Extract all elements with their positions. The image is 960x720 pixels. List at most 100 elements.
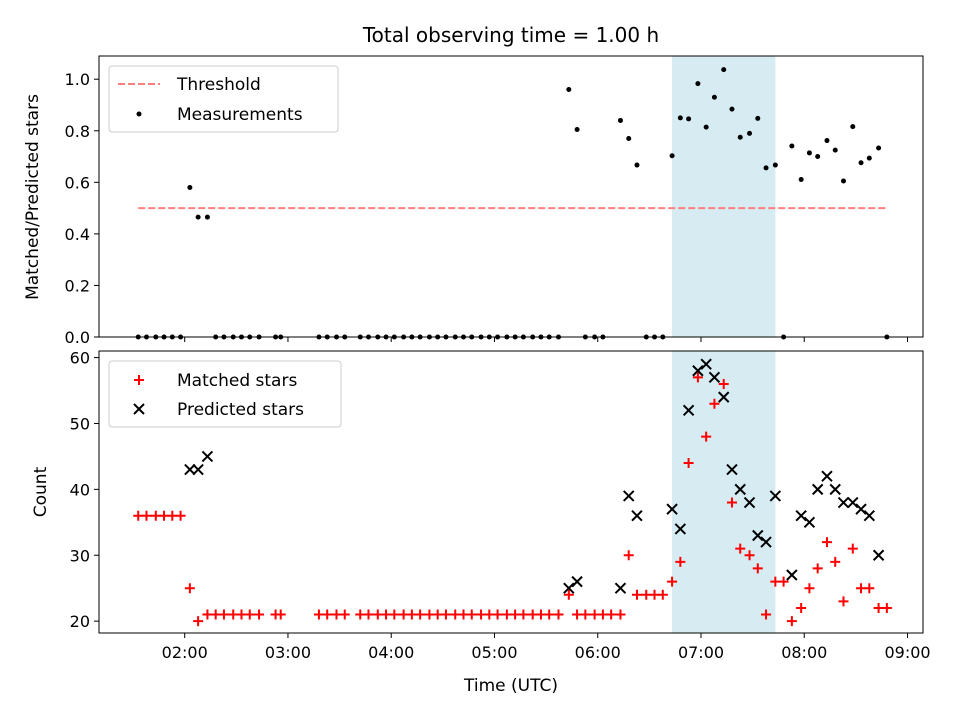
measurement-point <box>858 160 864 166</box>
measurement-point <box>695 81 701 87</box>
predicted-star-point <box>184 463 196 476</box>
measurement-point <box>204 214 210 220</box>
predicted-star-point <box>847 496 859 509</box>
bottom-x-axis: 02:00 03:00 04:00 05:00 06:00 07:00 08:00 09:00 <box>162 633 931 662</box>
measurement-point <box>729 106 735 112</box>
top-y-tick-label: 0.0 <box>65 328 90 347</box>
x-axis-label: Time (UTC) <box>463 676 558 696</box>
matched-star-point <box>675 556 686 567</box>
observing-window-band <box>672 56 776 337</box>
measurement-point <box>617 117 623 123</box>
matched-star-point <box>796 602 807 613</box>
matched-star-point <box>812 563 823 574</box>
predicted-star-point <box>786 569 798 581</box>
matched-star-point <box>141 510 152 521</box>
matched-stars-legend-marker <box>134 375 144 385</box>
matched-star-point <box>322 609 333 620</box>
predicted-star-point <box>666 503 678 515</box>
predicted-star-point <box>803 516 816 529</box>
top-y-axis-label: Matched/Predicted stars <box>23 94 43 300</box>
predicted-star-point <box>700 358 712 370</box>
predicted-star-point <box>726 463 738 476</box>
predicted-star-point <box>769 490 782 502</box>
predicted-star-point <box>743 496 756 509</box>
matched-star-point <box>838 596 849 607</box>
measurement-point <box>721 67 727 73</box>
bottom-y-tick-label: 20 <box>70 612 90 631</box>
measurement-point <box>840 178 846 184</box>
matched-star-point <box>518 609 529 620</box>
predicted-star-point <box>821 470 833 482</box>
measurement-point <box>866 155 872 161</box>
observing-window-band <box>672 351 776 633</box>
bottom-y-tick-label: 30 <box>70 546 90 565</box>
predicted-star-point <box>692 365 704 377</box>
predicted-star-point <box>829 483 841 496</box>
measurements-legend-label: Measurements <box>177 105 303 125</box>
top-y-tick-label: 0.2 <box>65 276 90 295</box>
measurement-point <box>755 115 761 121</box>
top-panel: 0.0 0.2 0.4 0.6 0.8 1.0 Matched/Predicted sta… <box>23 55 924 347</box>
measurement-point <box>195 214 201 220</box>
matched-star-point <box>615 609 626 620</box>
top-y-tick-label: 0.8 <box>65 122 90 141</box>
top-plot-frame <box>98 55 924 338</box>
top-legend-box <box>108 65 339 133</box>
measurement-point <box>806 150 812 156</box>
matched-stars-points <box>133 372 892 627</box>
predicted-star-point <box>192 463 204 476</box>
predicted-star-point <box>614 582 627 594</box>
predicted-star-point <box>718 391 730 403</box>
matched-star-point <box>606 609 617 620</box>
threshold-legend-label: Threshold <box>176 75 261 95</box>
matched-star-point <box>786 616 797 627</box>
measurement-point <box>815 154 821 160</box>
matched-star-point <box>389 609 400 620</box>
predicted-star-point <box>795 510 807 522</box>
matched-star-point <box>752 563 763 574</box>
predicted-star-point <box>563 582 575 594</box>
measurement-point <box>747 130 753 136</box>
matched-star-point <box>544 609 555 620</box>
predicted-stars-legend-marker <box>133 403 145 415</box>
matched-star-point <box>623 550 634 561</box>
bottom-plot-frame <box>98 350 924 634</box>
matched-star-point <box>218 609 229 620</box>
matched-star-point <box>553 609 564 620</box>
matched-star-point <box>709 398 720 409</box>
measurement-point <box>677 115 683 121</box>
measurement-point <box>824 138 830 144</box>
predicted-stars-points <box>184 358 885 594</box>
predicted-star-point <box>760 536 772 548</box>
matched-star-point <box>492 609 503 620</box>
top-y-tick-label: 0.6 <box>65 173 90 192</box>
measurement-point <box>737 134 743 140</box>
top-x-ticks <box>184 337 909 342</box>
measurement-point <box>566 87 572 93</box>
measurement-point <box>711 94 717 100</box>
measurement-point <box>798 176 804 182</box>
measurement-point <box>876 145 882 151</box>
measurement-point <box>763 165 769 171</box>
measurement-point <box>789 143 795 149</box>
matched-star-point <box>184 583 195 594</box>
matched-star-point <box>761 609 772 620</box>
top-y-tick-label: 1.0 <box>65 70 90 89</box>
matched-star-point <box>735 543 746 554</box>
x-tick-label: 03:00 <box>265 643 311 662</box>
matched-star-point <box>275 609 286 620</box>
measurement-point <box>669 153 675 159</box>
bottom-y-axis: 20 30 40 50 60 <box>70 349 99 631</box>
predicted-star-point <box>631 510 643 522</box>
x-tick-label: 04:00 <box>368 643 414 662</box>
matched-star-point <box>701 431 712 442</box>
matched-star-point <box>440 609 451 620</box>
matched-star-point <box>778 576 789 587</box>
measurement-point <box>772 162 778 168</box>
predicted-star-point <box>708 371 721 384</box>
predicted-star-point <box>872 549 885 561</box>
top-y-tick-label: 0.4 <box>65 225 90 244</box>
predicted-stars-legend-label: Predicted stars <box>177 400 304 420</box>
x-tick-label: 07:00 <box>678 643 724 662</box>
